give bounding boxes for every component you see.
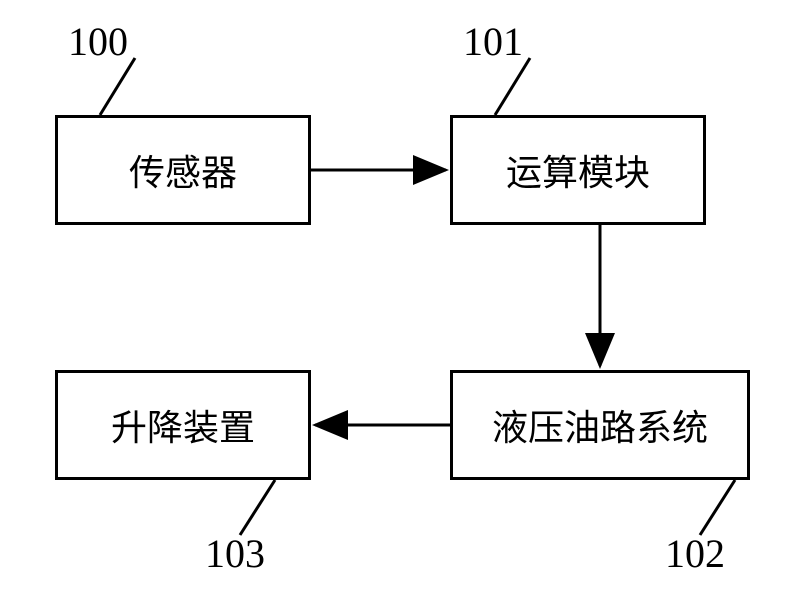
hydraulic-id-label: 102 bbox=[665, 530, 725, 577]
sensor-id-label: 100 bbox=[68, 18, 128, 65]
sensor-label: 传感器 bbox=[129, 144, 237, 196]
compute-box: 运算模块 bbox=[450, 115, 706, 225]
leader-compute bbox=[495, 58, 530, 115]
diagram-arrows bbox=[0, 0, 803, 606]
compute-id-label: 101 bbox=[463, 18, 523, 65]
lift-box: 升降装置 bbox=[55, 370, 311, 480]
leader-sensor bbox=[100, 58, 135, 115]
hydraulic-box: 液压油路系统 bbox=[450, 370, 750, 480]
leader-hydraulic bbox=[700, 480, 735, 535]
leader-lift bbox=[240, 480, 275, 535]
lift-label: 升降装置 bbox=[111, 399, 255, 451]
lift-id-label: 103 bbox=[205, 530, 265, 577]
sensor-box: 传感器 bbox=[55, 115, 311, 225]
hydraulic-label: 液压油路系统 bbox=[492, 399, 708, 451]
compute-label: 运算模块 bbox=[506, 144, 650, 196]
